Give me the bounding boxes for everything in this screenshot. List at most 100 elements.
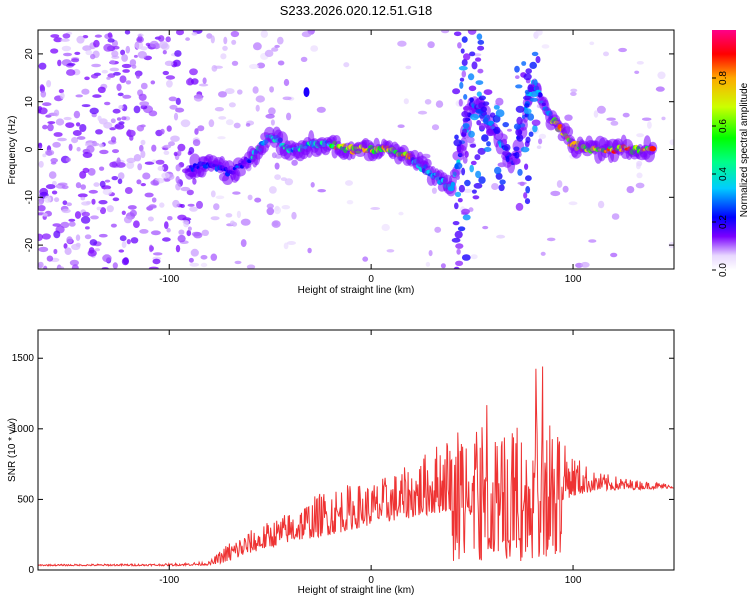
noise-blob — [231, 60, 239, 66]
noise-blob — [67, 62, 76, 66]
colorbar-tick-label: 0.2 — [718, 215, 729, 229]
noise-blob — [307, 247, 312, 254]
noise-blob — [200, 254, 208, 260]
noise-blob — [81, 88, 90, 95]
noise-blob — [76, 146, 81, 152]
noise-blob — [187, 150, 192, 156]
streak-blob — [477, 147, 486, 155]
streak-blob — [512, 157, 521, 165]
noise-blob — [473, 53, 482, 57]
noise-blob — [269, 186, 277, 194]
noise-blob — [75, 234, 81, 241]
noise-blob — [234, 260, 242, 265]
noise-blob — [121, 116, 127, 121]
noise-blob — [84, 234, 92, 240]
noise-blob — [148, 110, 158, 117]
noise-blob — [90, 53, 96, 60]
colorbar-tick-label: 0.8 — [718, 71, 729, 85]
noise-blob — [635, 182, 645, 189]
noise-blob — [597, 200, 605, 209]
ridge-point — [450, 181, 456, 188]
streak-blob — [454, 134, 459, 140]
noise-blob — [174, 50, 182, 57]
noise-blob — [151, 197, 157, 203]
streak-blob — [502, 150, 510, 157]
noise-blob — [148, 266, 159, 269]
noise-blob — [237, 89, 243, 95]
noise-blob — [175, 97, 181, 105]
noise-blob — [100, 207, 106, 215]
noise-blob — [148, 244, 154, 253]
streak-blob — [525, 186, 531, 194]
noise-blob — [550, 190, 561, 197]
noise-blob — [211, 65, 218, 72]
noise-blob — [202, 77, 207, 84]
noise-blob — [99, 149, 109, 155]
noise-blob — [462, 188, 473, 193]
noise-blob — [159, 202, 165, 208]
streak-blob — [455, 243, 464, 249]
noise-blob — [117, 178, 123, 185]
noise-blob — [240, 239, 247, 248]
streak-blob — [460, 48, 465, 54]
streak-blob — [531, 119, 541, 126]
noise-blob — [507, 128, 512, 132]
noise-blob — [118, 105, 124, 110]
snr-frame — [37, 329, 675, 571]
noise-blob — [167, 216, 173, 221]
streak-blob — [475, 170, 482, 179]
noise-blob — [403, 98, 409, 105]
streak-blob — [515, 105, 525, 113]
noise-blob — [133, 54, 138, 58]
streak-blob — [462, 214, 471, 221]
noise-blob — [53, 230, 61, 239]
noise-blob — [266, 203, 274, 209]
noise-blob — [186, 189, 194, 196]
streak-blob — [458, 98, 463, 107]
noise-blob — [603, 51, 609, 57]
noise-blob — [172, 199, 180, 208]
noise-blob — [68, 143, 73, 151]
noise-blob — [135, 71, 141, 79]
streak-blob — [531, 51, 539, 57]
ridge-point — [447, 186, 455, 192]
streak-blob — [495, 109, 505, 118]
noise-blob — [223, 36, 228, 45]
streak-blob — [469, 164, 475, 173]
noise-blob — [66, 236, 73, 244]
noise-blob — [610, 120, 619, 126]
noise-blob — [291, 159, 298, 166]
noise-blob — [431, 187, 437, 194]
streak-blob — [459, 77, 465, 82]
noise-blob — [129, 135, 134, 141]
noise-blob — [119, 75, 127, 83]
noise-blob — [122, 69, 130, 73]
noise-blob — [634, 70, 640, 75]
noise-blob — [102, 254, 112, 263]
streak-blob — [476, 33, 483, 40]
noise-blob — [362, 256, 369, 262]
noise-blob — [119, 235, 127, 242]
noise-blob — [189, 262, 200, 267]
noise-blob — [286, 241, 296, 245]
noise-blob — [98, 233, 108, 238]
noise-blob — [173, 112, 179, 121]
noise-blob — [90, 215, 99, 220]
noise-blob — [91, 63, 101, 68]
noise-blob — [111, 176, 119, 181]
noise-blob — [182, 220, 190, 224]
noise-blob — [206, 33, 213, 39]
noise-blob — [310, 182, 315, 188]
streak-blob — [455, 260, 464, 266]
noise-blob — [38, 246, 49, 253]
streak-blob — [474, 154, 481, 161]
noise-blob — [286, 112, 292, 121]
noise-blob — [150, 180, 159, 186]
streak-blob — [478, 95, 486, 101]
noise-blob — [136, 124, 145, 132]
streak-blob — [483, 147, 492, 152]
noise-blob — [129, 209, 137, 217]
streak-blob — [493, 126, 501, 135]
